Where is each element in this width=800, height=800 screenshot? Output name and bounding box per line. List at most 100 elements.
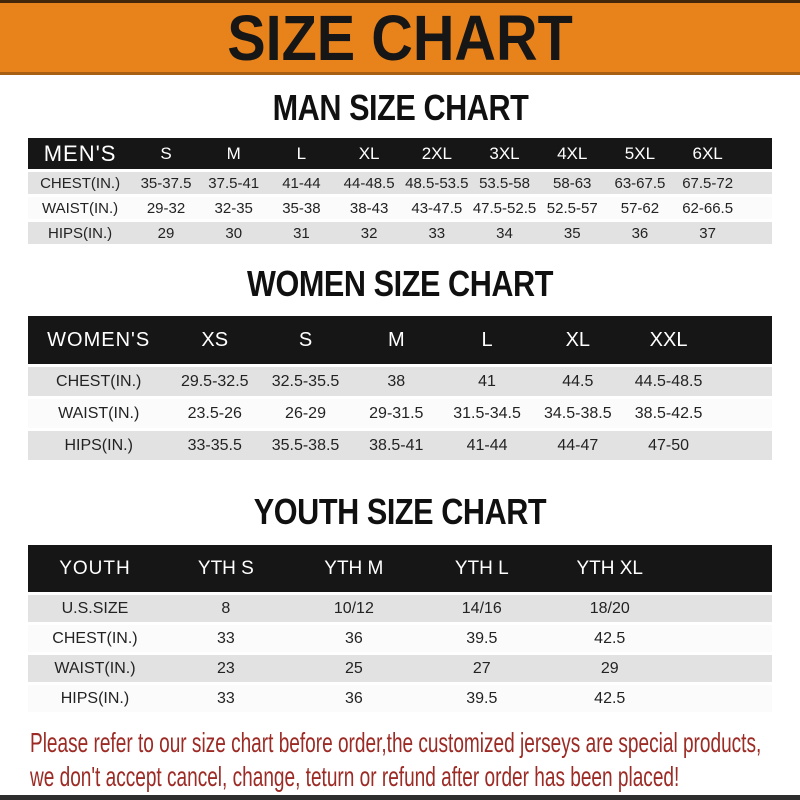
size-value-cell: 42.5: [594, 689, 626, 707]
section-womens-size-chart: WOMEN SIZE CHART WOMEN'S XS S M L XL XXL CHEST(I…: [0, 266, 800, 460]
size-value-cell: 41: [478, 372, 496, 390]
table-row: WAIST(IN.) 29-32 32-35 35-38 38-43 43-47.5 47.…: [28, 195, 772, 221]
size-column-header: XL: [532, 316, 624, 366]
size-value-cell: 37.5-41: [208, 174, 260, 192]
row-label: WAIST(IN.): [42, 199, 119, 217]
table-row: HIPS(IN.) 29 30 31 32 33 34 35 36 37: [28, 220, 772, 245]
size-value-cell: 41-44: [282, 174, 321, 192]
row-filler-cell: [714, 430, 772, 461]
size-value-cell: 42.5: [594, 629, 626, 647]
size-value-cell: 32.5-35.5: [271, 372, 340, 390]
row-label: HIPS(IN.): [60, 689, 130, 707]
size-column-header: YTH L: [417, 545, 546, 594]
row-filler-cell: [741, 196, 772, 221]
page-title: SIZE CHART: [227, 1, 573, 74]
size-column-header: S: [260, 316, 351, 366]
size-value-cell: 23.5-26: [187, 404, 242, 422]
size-value-cell: 35: [563, 224, 581, 242]
row-label: U.S.SIZE: [61, 599, 129, 617]
size-value-cell: 36: [344, 689, 363, 707]
size-column-header: YTH M: [289, 545, 418, 594]
size-value-cell: 18/20: [589, 599, 630, 617]
size-value-cell: 36: [344, 629, 363, 647]
size-column-header: 6XL: [673, 138, 742, 171]
size-value-cell: 58-63: [553, 174, 592, 192]
header-filler-cell: [741, 138, 772, 171]
size-value-cell: 38: [387, 372, 406, 390]
size-column-header: XL: [335, 138, 403, 171]
size-value-cell: 8: [221, 599, 231, 617]
row-filler-cell: [674, 684, 772, 713]
section-heading: MAN SIZE CHART: [0, 90, 800, 126]
table-header-row: MEN'S S M L XL 2XL 3XL 4XL 5XL 6XL: [28, 138, 772, 171]
size-value-cell: 29.5-32.5: [180, 372, 249, 390]
size-column-header: YTH S: [161, 545, 290, 594]
section-youth-size-chart: YOUTH SIZE CHART YOUTH YTH S YTH M YTH L YTH …: [0, 494, 800, 712]
size-value-cell: 29-31.5: [369, 404, 424, 422]
size-value-cell: 29-32: [146, 199, 186, 217]
table-header-row: YOUTH YTH S YTH M YTH L YTH XL: [28, 545, 772, 594]
size-column-header: YTH XL: [545, 545, 674, 594]
size-value-cell: 44.5-48.5: [634, 372, 703, 390]
size-value-cell: 34: [496, 224, 513, 242]
size-value-cell: 47.5-52.5: [472, 199, 537, 217]
size-value-cell: 48.5-53.5: [405, 174, 469, 192]
size-value-cell: 44.5: [562, 372, 594, 390]
row-filler-cell: [741, 221, 772, 245]
size-value-cell: 25: [344, 659, 363, 677]
size-column-header: XXL: [623, 316, 714, 366]
size-column-header: 4XL: [538, 138, 607, 171]
size-column-header: L: [441, 316, 533, 366]
row-label: CHEST(IN.): [56, 372, 142, 390]
size-column-header: 3XL: [470, 138, 539, 171]
size-column-header: 5XL: [606, 138, 674, 171]
bottom-border-strip: [0, 795, 800, 800]
row-filler-cell: [674, 624, 772, 654]
size-value-cell: 39.5: [466, 629, 498, 647]
size-value-cell: 52.5-57: [546, 199, 598, 217]
size-value-cell: 67.5-72: [682, 174, 734, 192]
banner: SIZE CHART: [0, 3, 800, 75]
row-filler-cell: [714, 398, 772, 430]
size-value-cell: 38.5-42.5: [634, 404, 703, 422]
size-value-cell: 44-47: [557, 436, 599, 454]
size-value-cell: 47-50: [648, 436, 690, 454]
section-heading-text: YOUTH SIZE CHART: [253, 491, 547, 532]
size-value-cell: 37: [699, 224, 716, 242]
disclaimer-line-2: we don't accept cancel, change, teturn o…: [30, 761, 680, 792]
size-value-cell: 36: [631, 224, 649, 242]
section-mens-size-chart: MAN SIZE CHART MEN'S S M L XL 2XL 3XL 4XL 5XL 6XL C…: [0, 90, 800, 244]
size-value-cell: 62-66.5: [682, 199, 734, 217]
table-row: CHEST(IN.) 35-37.5 37.5-41 41-44 44-48.5 48.5…: [28, 170, 772, 196]
row-label: CHEST(IN.): [40, 174, 121, 192]
row-label: HIPS(IN.): [64, 436, 133, 454]
size-value-cell: 38-43: [349, 199, 389, 217]
youth-size-table: YOUTH YTH S YTH M YTH L YTH XL U.S.SIZE 8 10/12…: [28, 545, 772, 712]
table-corner-label: MEN'S: [28, 138, 133, 171]
size-value-cell: 44-48.5: [343, 174, 395, 192]
size-value-cell: 35-37.5: [140, 174, 192, 192]
mens-size-table: MEN'S S M L XL 2XL 3XL 4XL 5XL 6XL CHEST(IN.) 35-37…: [28, 138, 772, 244]
table-row: WAIST(IN.) 23 25 27 29: [28, 653, 772, 684]
top-border-strip: [0, 0, 800, 3]
size-value-cell: 31.5-34.5: [453, 404, 521, 422]
section-heading-text: WOMEN SIZE CHART: [246, 263, 553, 304]
row-label: HIPS(IN.): [47, 224, 113, 242]
row-label: CHEST(IN.): [52, 629, 138, 647]
size-value-cell: 27: [472, 659, 491, 677]
size-column-header: 2XL: [402, 138, 471, 171]
size-value-cell: 34.5-38.5: [544, 404, 612, 422]
size-column-header: S: [132, 138, 200, 171]
size-column-header: M: [350, 316, 442, 366]
size-value-cell: 30: [225, 224, 243, 242]
size-value-cell: 29: [157, 224, 175, 242]
size-value-cell: 33: [216, 629, 235, 647]
size-value-cell: 53.5-58: [479, 174, 530, 192]
size-column-header: M: [199, 138, 268, 171]
disclaimer: Please refer to our size chart before or…: [30, 726, 800, 794]
table-row: CHEST(IN.) 29.5-32.5 32.5-35.5 38 41 44.5 44.5…: [28, 365, 772, 398]
table-row: U.S.SIZE 8 10/12 14/16 18/20: [28, 593, 772, 624]
row-filler-cell: [674, 594, 772, 624]
row-filler-cell: [741, 171, 772, 196]
